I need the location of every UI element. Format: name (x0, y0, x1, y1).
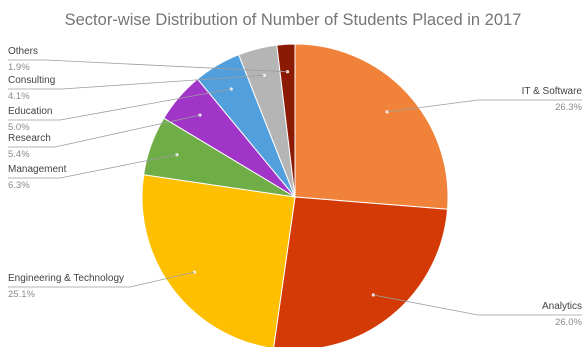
slice-labels: IT & Software 26.3% Analytics 26.0% Engineer… (8, 46, 583, 328)
leader-line (373, 294, 582, 316)
pie-slice-others (276, 43, 296, 198)
leader-line (8, 59, 288, 73)
slice-label-name: Consulting (8, 75, 55, 86)
leader-dot (385, 110, 389, 114)
slice-label-value: 6.3% (8, 180, 30, 191)
leader-line (8, 75, 265, 90)
leader-line (8, 88, 232, 121)
slice-label-value: 5.4% (8, 149, 30, 160)
leader-dot (262, 73, 266, 77)
slice-label-name: IT & Software (522, 86, 583, 97)
slice-label-value: 4.1% (8, 91, 30, 102)
slice-label-value: 1.9% (8, 62, 30, 73)
chart-title: Sector-wise Distribution of Number of St… (65, 11, 522, 29)
slice-label-value: 5.0% (8, 122, 30, 133)
leader-dot (285, 70, 290, 74)
pie-slices (141, 43, 449, 347)
leader-dot (192, 270, 197, 274)
leader-dot (371, 293, 375, 297)
slice-label-value: 26.3% (555, 102, 582, 113)
leader-line (387, 99, 582, 113)
slice-label-name: Management (8, 164, 67, 175)
slice-label-name: Others (8, 46, 38, 57)
slice-label-value: 26.0% (555, 317, 582, 328)
leader-line (8, 114, 200, 148)
pie-slice-engineering-technology (141, 174, 296, 347)
leader-line (8, 271, 195, 288)
leader-line (8, 154, 177, 179)
leader-dot (198, 113, 202, 117)
slice-label-value: 25.1% (8, 289, 35, 300)
slice-label-name: Education (8, 106, 52, 117)
pie-slice-analytics (273, 196, 449, 347)
pie-slice-it-software (294, 43, 449, 210)
slice-label-name: Research (8, 133, 51, 144)
slice-label-name: Engineering & Technology (8, 273, 124, 284)
slice-label-name: Analytics (542, 301, 582, 312)
